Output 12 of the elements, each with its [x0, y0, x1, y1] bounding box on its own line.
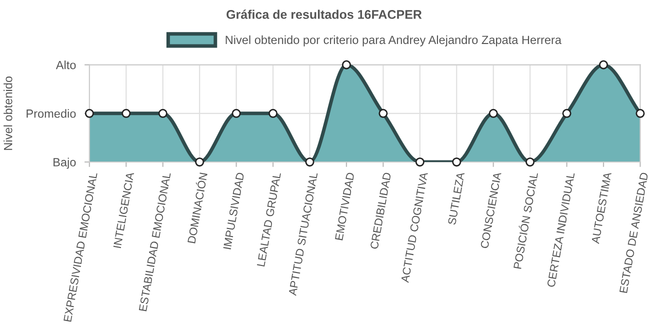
legend-label: Nivel obtenido por criterio para Andrey Alejandro Zapata Herrera: [226, 35, 562, 46]
x-tick-label: CERTEZA INDIVIDUAL: [546, 172, 575, 288]
y-axis-title: Nivel obtenido: [4, 76, 12, 150]
category-label: Alto: [56, 60, 76, 70]
x-tick-label: LEALTAD GRUPAL: [256, 172, 281, 267]
x-tick-label: ACTITUD COGNITIVA: [400, 172, 428, 283]
x-tick-label: ESTADO DE ANSIEDAD: [619, 172, 648, 294]
category-label: Bajo: [54, 158, 76, 169]
x-tick-label: POSICIÓN SOCIAL: [512, 172, 538, 269]
chart-title: Gráfica de resultados 16FACPER: [226, 10, 422, 19]
category-label: Promedio: [26, 109, 76, 118]
x-tick-label: SUTILEZA: [448, 172, 465, 225]
